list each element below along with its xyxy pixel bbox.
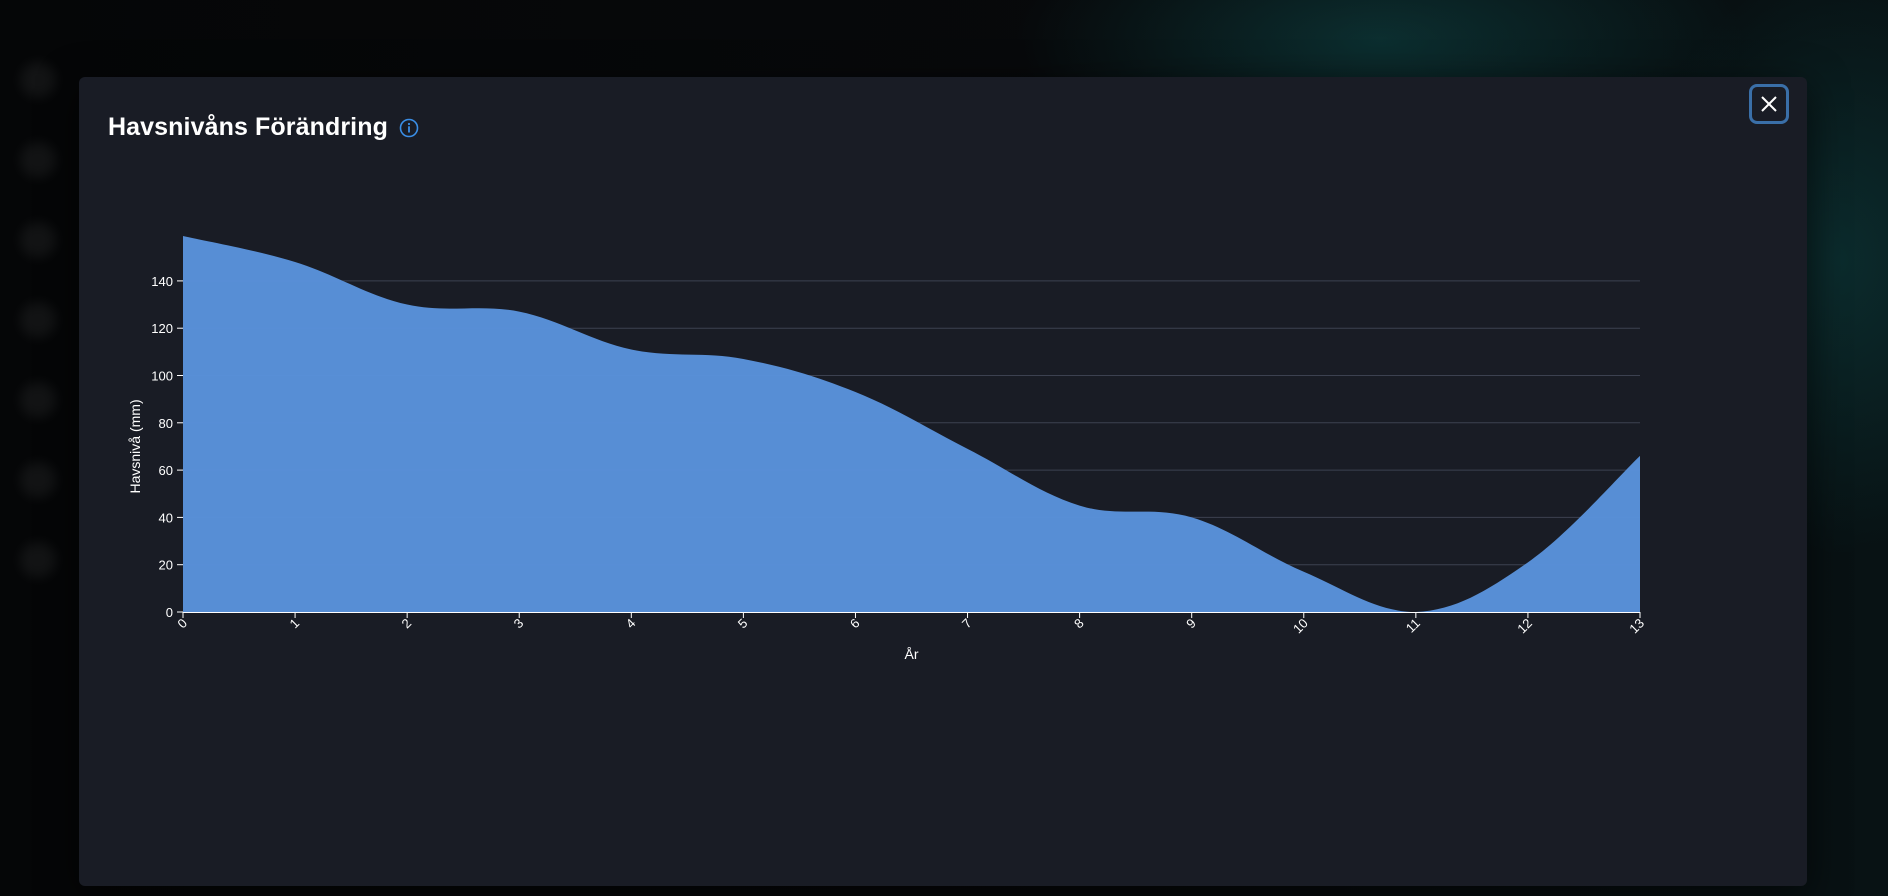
x-tick-label: 5	[735, 616, 751, 632]
close-icon	[1761, 96, 1777, 112]
x-tick-label: 7	[959, 616, 975, 632]
x-tick-label: 4	[623, 616, 639, 632]
y-axis-ticks: 0 20 40 60 80 100 120 140	[151, 274, 183, 620]
x-tick-label: 0	[174, 616, 190, 632]
x-tick-label: 2	[399, 616, 415, 632]
info-icon[interactable]	[399, 118, 419, 138]
y-tick-label: 0	[166, 605, 173, 620]
x-tick-label: 8	[1071, 616, 1087, 632]
x-tick-label: 13	[1626, 616, 1647, 637]
blurred-sidebar-icon	[20, 542, 56, 578]
x-tick-label: 1	[286, 616, 302, 632]
blurred-sidebar-icon	[20, 302, 56, 338]
x-tick-label: 9	[1183, 616, 1199, 632]
modal-title: Havsnivåns Förändring	[108, 113, 388, 141]
y-tick-label: 120	[151, 321, 173, 336]
modal-header: Havsnivåns Förändring	[108, 113, 419, 142]
blurred-sidebar-icon	[20, 222, 56, 258]
y-tick-label: 80	[159, 416, 173, 431]
blurred-sidebar-icon	[20, 462, 56, 498]
area-series	[183, 235, 1640, 612]
blurred-sidebar-icon	[20, 142, 56, 178]
y-tick-label: 40	[159, 510, 173, 525]
chart-modal: Havsnivåns Förändring 0 1 2 3 4 5 6 7 8 9 10 11 12 13…	[79, 77, 1807, 886]
blurred-sidebar-icon	[20, 62, 56, 98]
blurred-sidebar-icon	[20, 382, 56, 418]
x-tick-label: 11	[1403, 616, 1423, 636]
x-tick-label: 6	[847, 616, 863, 632]
x-axis-title: År	[905, 646, 919, 662]
x-tick-label: 3	[511, 616, 527, 632]
close-button[interactable]	[1749, 84, 1789, 124]
y-tick-label: 100	[151, 369, 173, 384]
x-tick-label: 10	[1290, 616, 1311, 637]
y-tick-label: 60	[159, 463, 173, 478]
y-axis-title: Havsnivå (mm)	[127, 399, 143, 493]
x-axis-ticks: 0 1 2 3 4 5 6 7 8 9 10 11 12 13	[174, 612, 1647, 636]
y-tick-label: 20	[159, 558, 173, 573]
y-tick-label: 140	[151, 274, 173, 289]
x-tick-label: 12	[1514, 616, 1535, 637]
